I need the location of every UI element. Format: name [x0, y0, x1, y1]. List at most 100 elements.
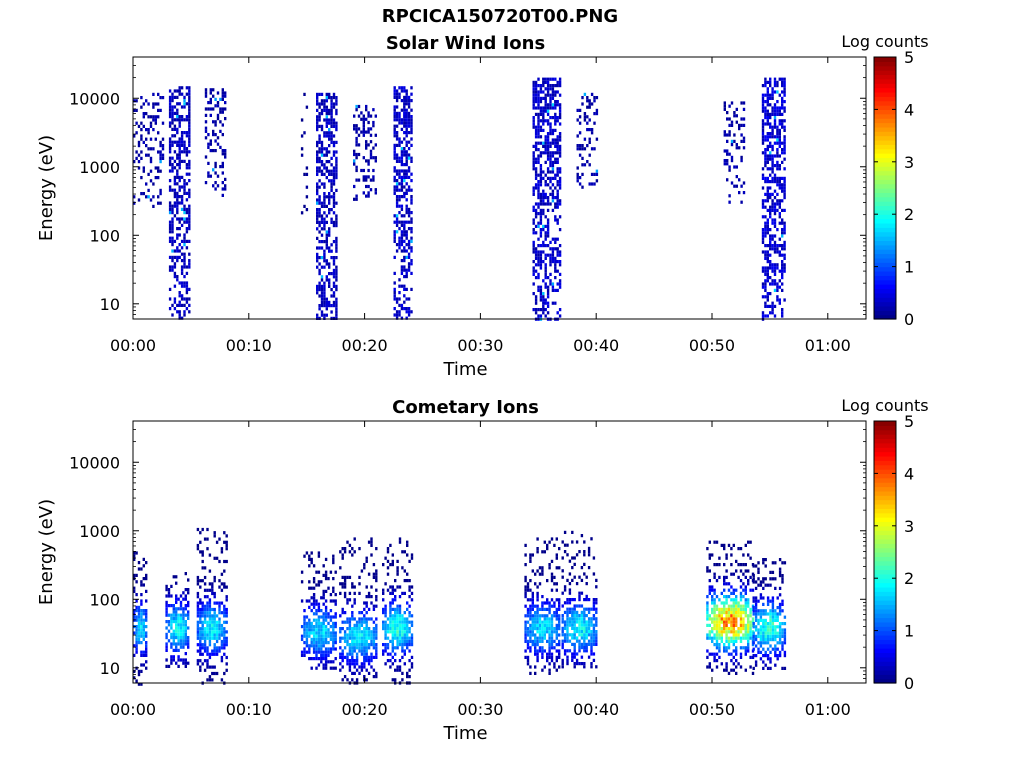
data-cell [183, 313, 186, 317]
data-cell [316, 169, 319, 173]
data-cell [558, 170, 562, 174]
data-cell [405, 159, 408, 163]
data-cell [558, 260, 562, 264]
data-cell [711, 595, 714, 599]
data-cell [595, 578, 598, 582]
data-cell [592, 601, 596, 605]
data-cell [398, 227, 401, 231]
data-cell [708, 652, 711, 656]
data-cell [549, 279, 552, 283]
data-cell [363, 614, 366, 618]
data-cell [761, 119, 765, 123]
data-cell [406, 627, 409, 631]
data-cell [396, 623, 399, 627]
data-cell [325, 307, 328, 311]
data-cell [317, 657, 321, 661]
data-cell [546, 234, 550, 238]
data-cell [187, 610, 190, 614]
data-cell [778, 93, 781, 97]
data-cell [335, 217, 338, 221]
data-cell [544, 276, 547, 280]
data-cell [580, 630, 584, 634]
data-cell [725, 553, 728, 557]
data-cell [708, 617, 711, 621]
data-cell [761, 266, 765, 270]
data-cell [529, 649, 532, 653]
data-cell [720, 543, 723, 547]
data-cell [744, 563, 747, 567]
data-cell [738, 123, 741, 127]
data-cell [206, 633, 209, 637]
data-cell [539, 231, 543, 235]
data-cell [403, 652, 406, 656]
data-cell [182, 597, 185, 601]
data-cell [196, 636, 200, 640]
data-cell [199, 601, 202, 605]
data-cell [781, 599, 784, 603]
data-cell [733, 184, 736, 188]
data-cell [708, 630, 711, 634]
data-cell [539, 208, 543, 212]
data-cell [405, 108, 408, 112]
data-cell [551, 90, 555, 94]
data-cell [216, 142, 220, 146]
data-cell [754, 606, 758, 610]
data-cell [173, 105, 177, 109]
data-cell [370, 636, 373, 640]
data-cell [544, 96, 547, 100]
data-cell [766, 279, 769, 283]
data-cell [374, 191, 377, 195]
data-cell [324, 599, 328, 603]
data-cell [367, 643, 371, 647]
data-cell [207, 101, 210, 105]
data-cell [357, 178, 361, 182]
data-cell [177, 620, 180, 624]
data-cell [571, 610, 574, 614]
data-cell [773, 141, 777, 145]
data-cell [176, 275, 179, 279]
data-cell [534, 665, 537, 669]
data-cell [583, 137, 587, 141]
data-cell [203, 659, 207, 663]
data-cell [723, 159, 726, 163]
data-cell [532, 154, 535, 158]
data-cell [220, 646, 224, 650]
data-cell [539, 164, 543, 168]
data-cell [781, 314, 784, 318]
data-cell [360, 620, 364, 624]
data-cell [711, 611, 714, 615]
data-cell [723, 617, 726, 621]
data-cell [348, 633, 352, 637]
data-cell [526, 620, 530, 624]
data-cell [316, 124, 319, 128]
data-cell [208, 678, 212, 682]
data-cell [558, 601, 561, 605]
data-cell [531, 591, 534, 595]
data-cell [744, 646, 747, 650]
data-cell [766, 231, 769, 235]
data-cell [140, 583, 143, 587]
data-cell [199, 620, 202, 624]
data-cell [199, 531, 202, 535]
data-cell [206, 630, 209, 634]
data-cell [542, 170, 545, 174]
colorbar-segment [874, 166, 896, 172]
data-cell [135, 121, 138, 125]
data-cell [339, 655, 342, 659]
data-cell [744, 607, 747, 611]
data-cell [542, 80, 545, 84]
data-cell [774, 631, 777, 635]
data-cell [761, 250, 765, 254]
data-cell [730, 611, 733, 615]
data-cell [140, 156, 143, 160]
data-cell [161, 147, 165, 151]
data-cell [554, 119, 557, 123]
data-cell [365, 659, 368, 663]
data-cell [199, 652, 202, 656]
data-cell [542, 240, 545, 244]
data-cell [351, 643, 354, 647]
data-cell [218, 636, 221, 640]
data-cell [145, 561, 148, 565]
data-cell [592, 617, 596, 621]
data-cell [551, 84, 555, 88]
